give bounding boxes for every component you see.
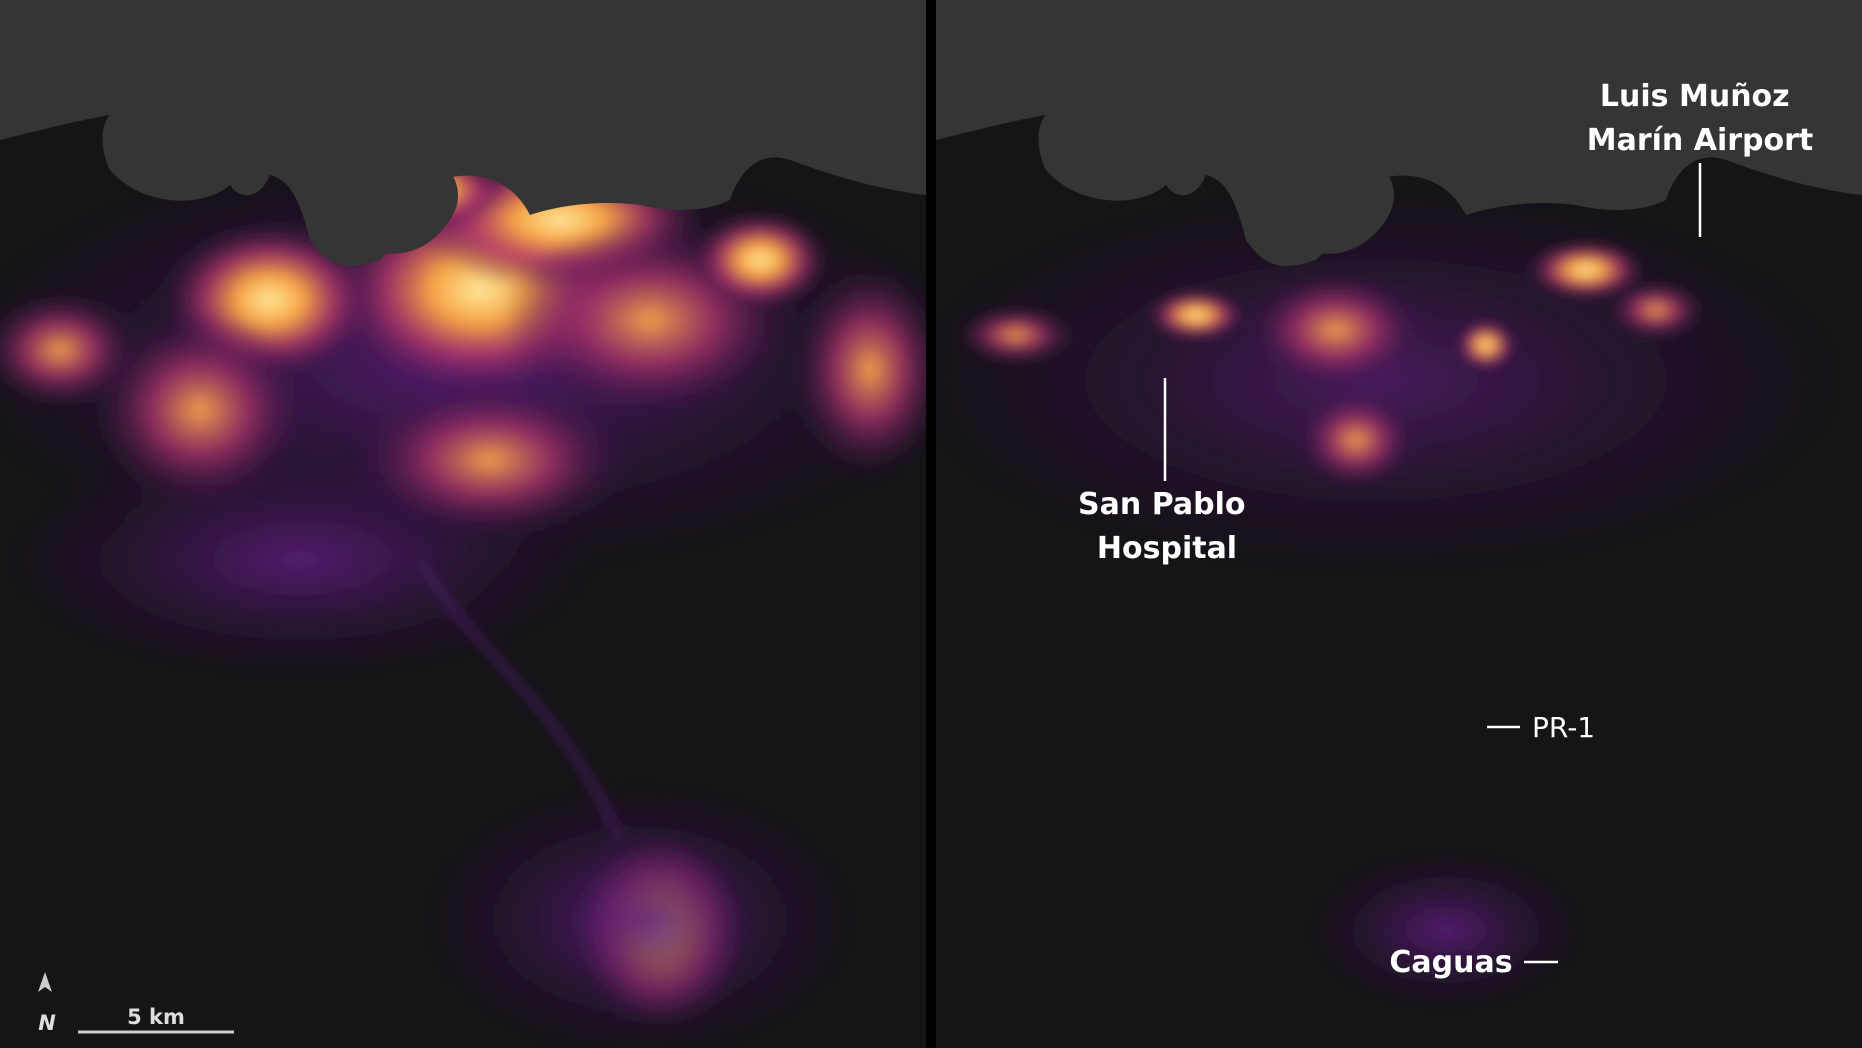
panel-after: [936, 0, 1862, 1048]
divider: [926, 0, 936, 1048]
north-label: N: [38, 1011, 56, 1035]
highway-label: PR-1: [1532, 711, 1595, 744]
label-line: San Pablo: [1078, 487, 1245, 522]
hospital-label: San Pablo Hospital: [1078, 487, 1256, 566]
north-arrow: [38, 972, 52, 992]
label-line: Hospital: [1097, 531, 1237, 566]
label-line: Luis Muñoz: [1600, 79, 1790, 114]
city-label: Caguas: [1389, 945, 1512, 980]
panel-before: [0, 0, 926, 1048]
scale-label: 5 km: [127, 1005, 185, 1029]
label-line: Marín Airport: [1587, 123, 1814, 158]
airport-label: Luis Muñoz Marín Airport: [1587, 79, 1814, 158]
